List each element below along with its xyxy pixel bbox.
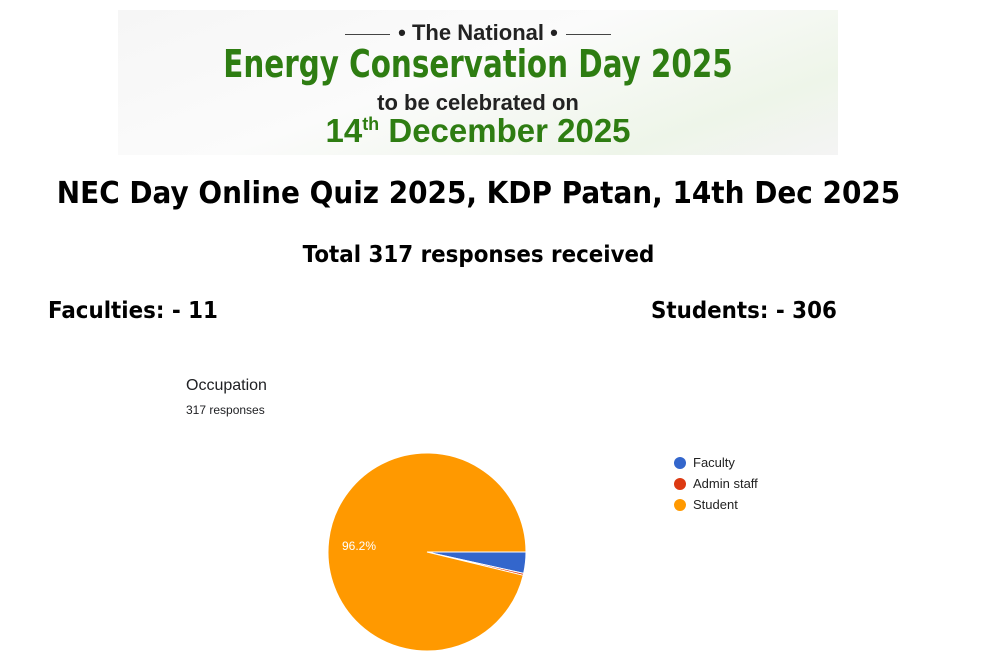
banner-line1: The National — [411, 20, 544, 45]
students-count: Students: - 306 — [651, 298, 837, 324]
pie-data-label: 96.2% — [342, 539, 376, 553]
legend-item: Student — [674, 494, 758, 515]
event-banner: • The National • Energy Conservation Day… — [118, 10, 838, 155]
total-responses: Total 317 responses received — [302, 242, 655, 268]
legend-label: Student — [693, 497, 738, 512]
page-title: NEC Day Online Quiz 2025, KDP Patan, 14t… — [56, 176, 901, 211]
banner-line3: to be celebrated on — [377, 90, 579, 115]
pie-slice-student — [327, 452, 527, 652]
legend-item: Admin staff — [674, 473, 758, 494]
legend-dot-icon — [674, 456, 686, 469]
legend-label: Admin staff — [693, 476, 758, 491]
chart-legend: Faculty Admin staff Student — [674, 452, 758, 515]
legend-dot-icon — [674, 498, 686, 511]
chart-title: Occupation — [186, 377, 267, 394]
legend-label: Faculty — [693, 455, 735, 470]
legend-dot-icon — [674, 477, 686, 490]
banner-line4: 14th December 2025 — [325, 112, 631, 149]
banner-line2: Energy Conservation Day 2025 — [223, 42, 733, 86]
faculties-count: Faculties: - 11 — [48, 298, 218, 324]
legend-item: Faculty — [674, 452, 758, 473]
chart-subtitle: 317 responses — [186, 403, 265, 417]
